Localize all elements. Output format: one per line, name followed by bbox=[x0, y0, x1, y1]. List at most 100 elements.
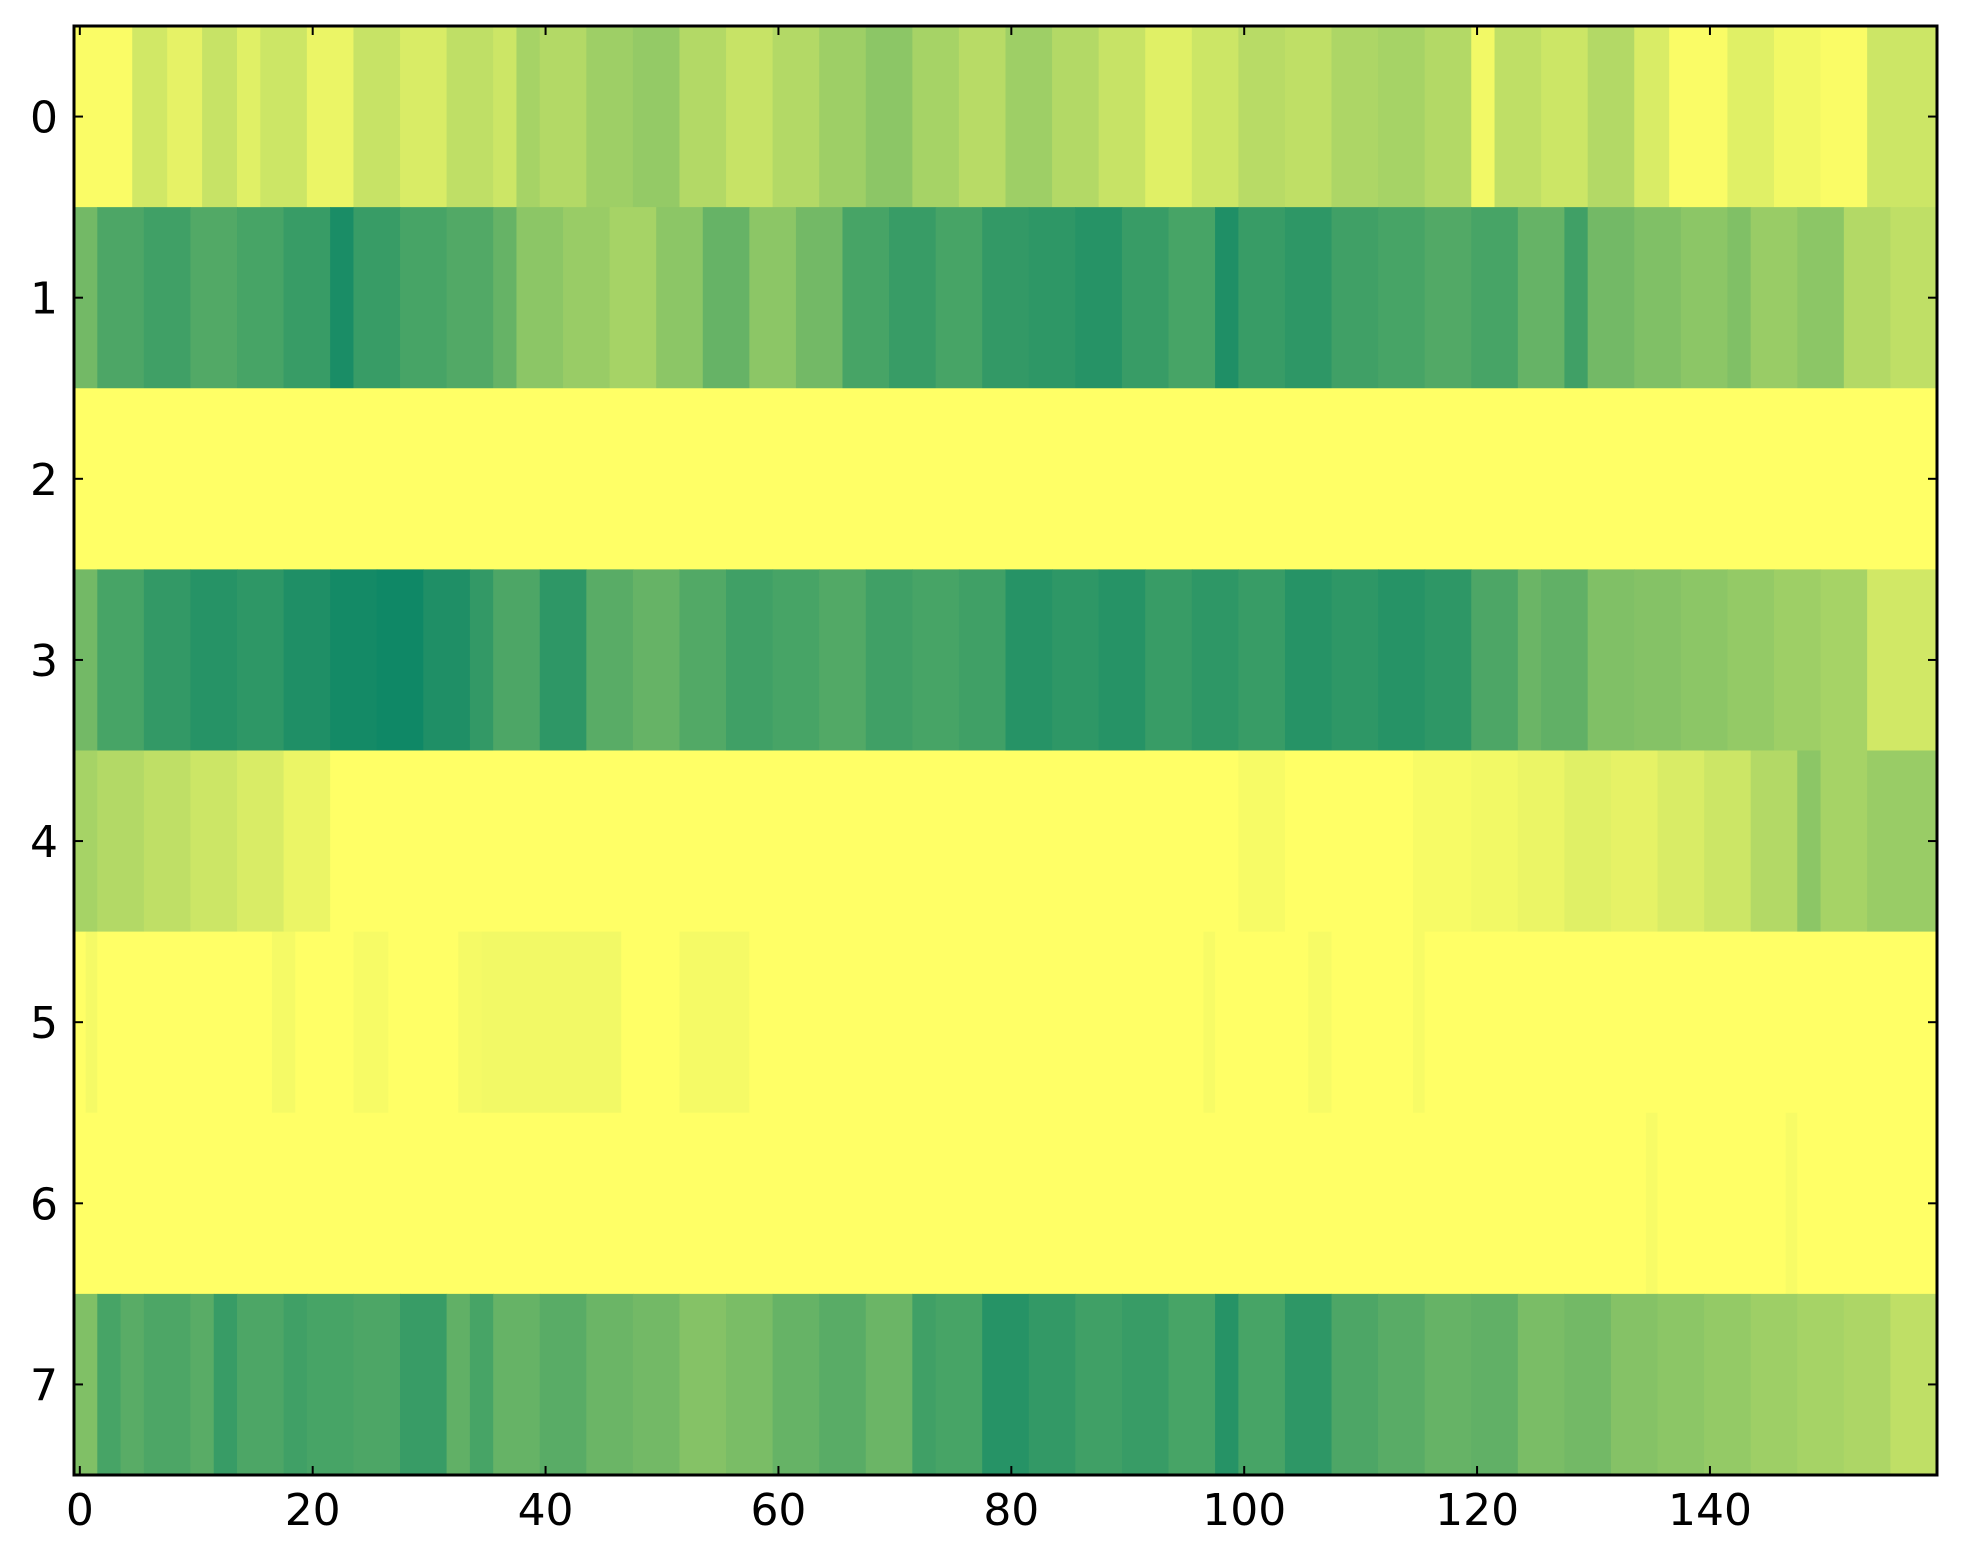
heatmap-cell-row-7-seg-3 bbox=[143, 1293, 192, 1475]
heatmap-cell-row-0-seg-6 bbox=[306, 26, 355, 208]
heatmap-cell-row-7-seg-4 bbox=[190, 1293, 215, 1475]
heatmap-cell-row-1-seg-17 bbox=[795, 207, 844, 389]
heatmap-cells bbox=[74, 26, 1937, 1475]
heatmap-cell-row-3-seg-10 bbox=[493, 569, 541, 752]
heatmap-cell-row-7-seg-40 bbox=[1704, 1293, 1752, 1475]
heatmap-cell-row-7-seg-30 bbox=[1238, 1293, 1286, 1475]
heatmap-cell-row-7-seg-23 bbox=[935, 1293, 983, 1475]
heatmap-cell-row-3-seg-29 bbox=[1378, 569, 1426, 752]
heatmap-cell-row-0-seg-3 bbox=[202, 26, 238, 208]
heatmap-cell-row-1-seg-36 bbox=[1634, 207, 1682, 389]
heatmap-cell-row-1-seg-9 bbox=[446, 207, 494, 389]
heatmap-cell-row-5-seg-3 bbox=[271, 931, 296, 1114]
heatmap-cell-row-1-seg-6 bbox=[330, 207, 355, 389]
heatmap-cell-row-0-seg-8 bbox=[400, 26, 448, 208]
heatmap-cell-row-5-seg-9 bbox=[621, 931, 681, 1114]
heatmap-cell-row-4-seg-3 bbox=[190, 750, 238, 933]
heatmap-cell-row-0-seg-29 bbox=[1331, 26, 1379, 208]
heatmap-cell-row-4-seg-14 bbox=[1657, 750, 1705, 933]
heatmap-cell-row-3-seg-26 bbox=[1238, 569, 1286, 752]
x-tick-label-4: 80 bbox=[983, 1485, 1039, 1536]
heatmap-cell-row-1-seg-29 bbox=[1331, 207, 1379, 389]
heatmap-cell-row-1-seg-18 bbox=[842, 207, 890, 389]
y-tick-label-0: 0 bbox=[30, 93, 58, 144]
heatmap-cell-row-7-seg-5 bbox=[213, 1293, 238, 1475]
heatmap-cell-row-7-seg-25 bbox=[1028, 1293, 1076, 1475]
y-tick-label-6: 6 bbox=[30, 1179, 58, 1230]
heatmap-cell-row-0-seg-30 bbox=[1378, 26, 1426, 208]
heatmap-cell-row-4-seg-18 bbox=[1820, 750, 1868, 933]
heatmap-cell-row-4-seg-16 bbox=[1750, 750, 1798, 933]
heatmap-cell-row-5-seg-10 bbox=[679, 931, 750, 1114]
heatmap-cell-row-3-seg-25 bbox=[1191, 569, 1239, 752]
heatmap-cell-row-1-seg-19 bbox=[889, 207, 937, 389]
heatmap-cell-row-7-seg-15 bbox=[586, 1293, 634, 1475]
heatmap-cell-row-7-seg-29 bbox=[1215, 1293, 1239, 1475]
heatmap-cell-row-5-seg-6 bbox=[388, 931, 459, 1114]
heatmap-cell-row-7-seg-35 bbox=[1471, 1293, 1519, 1475]
heatmap-cell-row-0-seg-15 bbox=[679, 26, 727, 208]
heatmap-cell-row-1-seg-20 bbox=[935, 207, 983, 389]
heatmap-cell-row-1-seg-26 bbox=[1215, 207, 1239, 389]
heatmap-cell-row-5-seg-17 bbox=[1424, 931, 1937, 1114]
heatmap-cell-row-7-seg-41 bbox=[1750, 1293, 1798, 1475]
x-tick-label-7: 140 bbox=[1668, 1485, 1752, 1536]
heatmap-cell-row-3-seg-37 bbox=[1727, 569, 1775, 752]
heatmap-cell-row-7-seg-8 bbox=[306, 1293, 355, 1475]
heatmap-cell-row-1-seg-2 bbox=[143, 207, 192, 389]
heatmap-cell-row-4-seg-7 bbox=[1238, 750, 1286, 933]
heatmap-cell-row-1-seg-31 bbox=[1424, 207, 1472, 389]
heatmap-cell-row-5-seg-14 bbox=[1308, 931, 1333, 1114]
heatmap-cell-row-1-seg-12 bbox=[563, 207, 611, 389]
heatmap-cell-row-5-seg-7 bbox=[458, 931, 483, 1114]
heatmap-cell-row-0-seg-40 bbox=[1820, 26, 1868, 208]
heatmap-cell-row-5-seg-12 bbox=[1203, 931, 1216, 1114]
heatmap-cell-row-0-seg-38 bbox=[1727, 26, 1775, 208]
heatmap-cell-row-3-seg-13 bbox=[632, 569, 681, 752]
heatmap-cell-row-1-seg-23 bbox=[1075, 207, 1123, 389]
y-axis-tick-labels: 0 1 2 3 4 5 6 7 bbox=[30, 93, 58, 1412]
heatmap-cell-row-0-seg-2 bbox=[167, 26, 203, 208]
heatmap-cell-row-7-seg-38 bbox=[1610, 1293, 1659, 1475]
x-tick-label-1: 20 bbox=[285, 1485, 341, 1536]
heatmap-cell-row-0-seg-4 bbox=[237, 26, 261, 208]
heatmap-cell-row-7-seg-12 bbox=[469, 1293, 494, 1475]
heatmap-cell-row-1-seg-21 bbox=[982, 207, 1030, 389]
x-tick-label-2: 40 bbox=[518, 1485, 574, 1536]
heatmap-cell-row-7-seg-7 bbox=[283, 1293, 308, 1475]
heatmap-cell-row-0-seg-5 bbox=[260, 26, 308, 208]
heatmap-cell-row-1-seg-38 bbox=[1727, 207, 1752, 389]
heatmap-cell-row-0-seg-34 bbox=[1541, 26, 1589, 208]
heatmap-cell-row-1-seg-8 bbox=[400, 207, 448, 389]
heatmap-cell-row-5-seg-11 bbox=[749, 931, 1205, 1114]
heatmap-cell-row-5-seg-8 bbox=[481, 931, 622, 1114]
heatmap-cell-row-0-seg-20 bbox=[912, 26, 960, 208]
heatmap-cell-row-5-seg-15 bbox=[1331, 931, 1414, 1114]
heatmap-cell-row-0-seg-37 bbox=[1669, 26, 1729, 208]
y-tick-label-3: 3 bbox=[30, 636, 58, 687]
heatmap-cell-row-3-seg-36 bbox=[1680, 569, 1729, 752]
heatmap-cell-row-1-seg-34 bbox=[1564, 207, 1589, 389]
heatmap-cell-row-0-seg-9 bbox=[446, 26, 494, 208]
heatmap-cell-row-1-seg-15 bbox=[702, 207, 750, 389]
y-tick-label-5: 5 bbox=[30, 998, 58, 1049]
heatmap-cell-row-4-seg-12 bbox=[1564, 750, 1612, 933]
heatmap-cell-row-7-seg-31 bbox=[1284, 1293, 1333, 1475]
heatmap-cell-row-3-seg-21 bbox=[1005, 569, 1053, 752]
heatmap-cell-row-3-seg-35 bbox=[1634, 569, 1682, 752]
heatmap-cell-row-0-seg-27 bbox=[1238, 26, 1286, 208]
heatmap-cell-row-3-seg-1 bbox=[97, 569, 145, 752]
heatmap-cell-row-7-seg-34 bbox=[1424, 1293, 1472, 1475]
heatmap-cell-row-7-seg-16 bbox=[632, 1293, 681, 1475]
x-axis-tick-labels: 0 20 40 60 80 100 120 140 bbox=[66, 1485, 1752, 1536]
heatmap-cell-row-7-seg-14 bbox=[539, 1293, 587, 1475]
heatmap-cell-row-7-seg-22 bbox=[912, 1293, 937, 1475]
heatmap-cell-row-1-seg-25 bbox=[1168, 207, 1216, 389]
heatmap-cell-row-1-seg-16 bbox=[749, 207, 797, 389]
heatmap-cell-row-3-seg-33 bbox=[1541, 569, 1589, 752]
heatmap-cell-row-4-seg-15 bbox=[1704, 750, 1752, 933]
heatmap-cell-row-4-seg-2 bbox=[143, 750, 192, 933]
heatmap-cell-row-0-seg-28 bbox=[1284, 26, 1333, 208]
y-tick-label-4: 4 bbox=[30, 817, 58, 868]
heatmap-cell-row-5-seg-4 bbox=[295, 931, 355, 1114]
